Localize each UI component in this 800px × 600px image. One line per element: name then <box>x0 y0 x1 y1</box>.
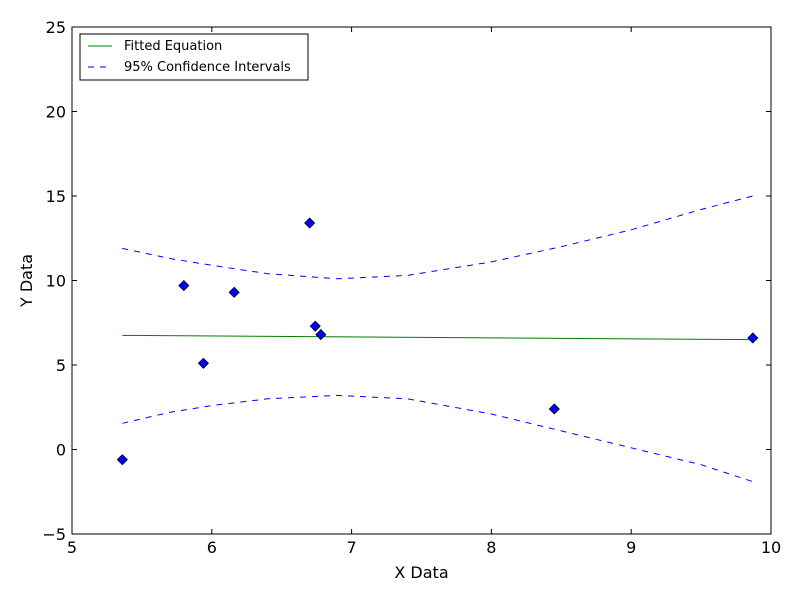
y-tick-label-0: −5 <box>42 525 66 544</box>
y-tick-label-3: 10 <box>46 272 66 291</box>
x-tick-label-5: 10 <box>761 538 781 557</box>
data-point-3 <box>228 286 240 298</box>
legend: Fitted Equation 95% Confidence Intervals <box>79 33 309 81</box>
data-point-1 <box>178 280 190 292</box>
data-point-2 <box>197 357 209 369</box>
legend-box <box>79 33 309 81</box>
data-point-5 <box>309 320 321 332</box>
confidence-interval-line-2 <box>122 195 753 280</box>
x-tick-label-1: 6 <box>207 538 217 557</box>
y-tick-label-2: 5 <box>56 356 66 375</box>
y-tick-label-6: 25 <box>46 18 66 37</box>
data-point-0 <box>116 454 128 466</box>
legend-fitted-equation-label: Fitted Equation <box>124 39 222 54</box>
y-axis-label: Y Data <box>17 254 36 308</box>
y-tick-label-1: 0 <box>56 441 66 460</box>
data-layer <box>116 195 759 483</box>
confidence-interval-line-3 <box>122 394 753 483</box>
tick-layer: 5 6 7 8 9 10 −5 0 5 10 15 20 25 <box>42 18 781 557</box>
fitted-equation-line-1 <box>122 334 753 341</box>
x-axis-label: X Data <box>394 563 448 582</box>
data-point-8 <box>747 332 759 344</box>
x-tick-label-3: 8 <box>486 538 496 557</box>
data-point-7 <box>548 403 560 415</box>
x-tick-label-4: 9 <box>626 538 636 557</box>
y-tick-label-5: 20 <box>46 103 66 122</box>
legend-confidence-intervals-label: 95% Confidence Intervals <box>124 60 291 75</box>
data-point-6 <box>315 329 327 341</box>
y-tick-label-4: 15 <box>46 187 66 206</box>
x-tick-label-2: 7 <box>347 538 357 557</box>
x-tick-label-0: 5 <box>67 538 77 557</box>
data-point-4 <box>304 217 316 229</box>
